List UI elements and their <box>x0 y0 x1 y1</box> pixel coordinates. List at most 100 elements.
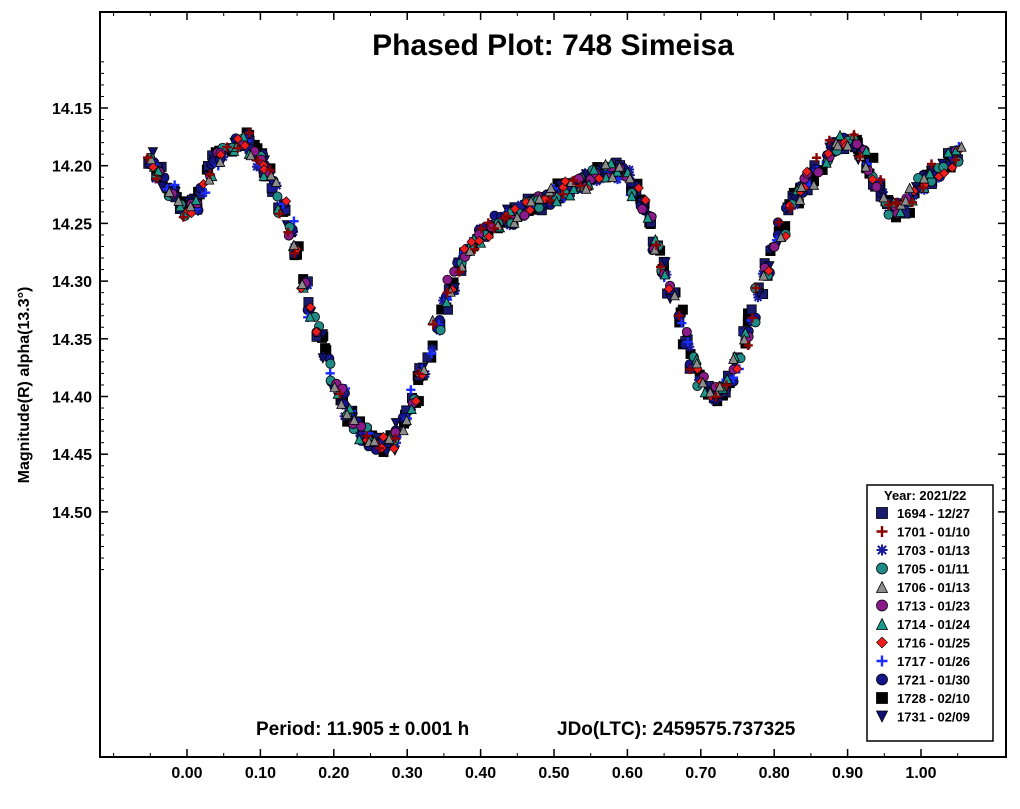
legend-entry-label: 1717 - 01/26 <box>897 654 970 669</box>
data-point <box>174 200 186 212</box>
data-point <box>743 340 753 351</box>
legend-marker <box>876 655 888 667</box>
data-point <box>511 211 523 223</box>
data-point <box>774 217 784 227</box>
data-point <box>265 165 275 175</box>
data-point <box>244 128 255 138</box>
data-point <box>190 194 202 205</box>
data-point <box>660 257 671 268</box>
legend-marker <box>876 526 888 537</box>
x-tick-label: 0.60 <box>612 765 643 782</box>
x-tick-label: 0.50 <box>538 765 569 782</box>
data-point <box>796 181 807 192</box>
data-point <box>502 211 513 221</box>
data-point <box>284 222 295 233</box>
data-point <box>907 197 917 207</box>
data-point <box>821 157 832 168</box>
data-point <box>714 380 726 392</box>
period-annotation: Period: 11.905 ± 0.001 h <box>256 719 469 740</box>
data-point <box>813 167 824 178</box>
data-point <box>868 152 879 163</box>
data-point <box>691 357 703 369</box>
data-point <box>568 175 579 186</box>
data-point <box>251 162 262 172</box>
data-point <box>205 169 215 180</box>
data-point <box>267 182 277 193</box>
data-point <box>876 175 886 185</box>
data-point <box>560 176 571 187</box>
x-axis: 0.00 0.10 0.20 0.30 0.40 0.50 0.60 0.70 0.80 0.90… <box>113 12 959 782</box>
legend-marker <box>875 710 889 723</box>
legend-marker <box>876 544 888 556</box>
data-point <box>289 216 299 226</box>
data-point <box>362 431 372 441</box>
data-point <box>924 167 935 179</box>
data-point <box>826 137 836 147</box>
data-point <box>145 153 157 165</box>
data-point <box>738 333 750 345</box>
legend-marker <box>876 636 888 649</box>
data-point <box>891 199 902 209</box>
data-point <box>204 174 215 185</box>
data-point <box>747 313 757 323</box>
y-tick-label: 14.15 <box>52 101 92 118</box>
data-point <box>222 142 232 152</box>
data-point <box>861 145 872 156</box>
data-point <box>525 205 536 216</box>
legend-title: Year: 2021/22 <box>884 488 966 503</box>
x-tick-label: 0.10 <box>245 765 276 782</box>
data-point <box>320 344 331 355</box>
data-point <box>325 358 336 369</box>
legend-entry-label: 1731 - 02/09 <box>897 710 970 725</box>
legend-marker <box>876 562 888 575</box>
data-point <box>823 148 834 159</box>
data-point <box>411 396 422 407</box>
y-tick-label: 14.30 <box>52 274 92 291</box>
data-point <box>626 190 637 202</box>
data-point <box>341 408 353 420</box>
data-point <box>640 195 651 206</box>
legend-marker <box>875 580 889 593</box>
data-point <box>336 398 347 409</box>
data-point <box>939 168 950 179</box>
data-point <box>564 189 576 201</box>
data-point <box>681 326 692 337</box>
data-point <box>874 177 884 187</box>
data-point <box>305 302 316 313</box>
legend-marker <box>875 617 889 630</box>
data-point <box>464 245 476 256</box>
legend-marker <box>876 673 888 686</box>
data-point <box>517 203 527 213</box>
data-point <box>509 217 520 228</box>
data-point <box>317 353 329 364</box>
data-point <box>567 182 577 192</box>
data-point <box>732 363 743 374</box>
data-point <box>153 165 164 176</box>
data-point <box>311 326 322 337</box>
data-point <box>442 287 452 298</box>
data-point <box>580 183 592 194</box>
data-point <box>151 174 162 184</box>
data-point <box>178 212 189 222</box>
data-point <box>274 209 285 219</box>
data-point <box>401 414 412 425</box>
data-point <box>483 231 494 242</box>
data-point <box>525 195 537 207</box>
legend-entry-label: 1714 - 01/24 <box>897 617 971 632</box>
data-point <box>170 180 180 190</box>
data-point <box>697 376 709 388</box>
data-point <box>406 385 416 395</box>
data-points <box>143 127 967 458</box>
data-point <box>753 292 763 303</box>
data-point <box>390 433 401 443</box>
legend-marker <box>876 599 888 612</box>
data-point <box>614 161 625 172</box>
data-point <box>600 158 611 170</box>
data-point <box>232 133 243 144</box>
data-point <box>474 235 485 246</box>
data-point <box>769 241 780 252</box>
data-point <box>758 270 769 281</box>
x-tick-label: 0.80 <box>759 765 790 782</box>
y-axis-label: Magnitude(R) alpha(13.3°) <box>16 287 33 484</box>
